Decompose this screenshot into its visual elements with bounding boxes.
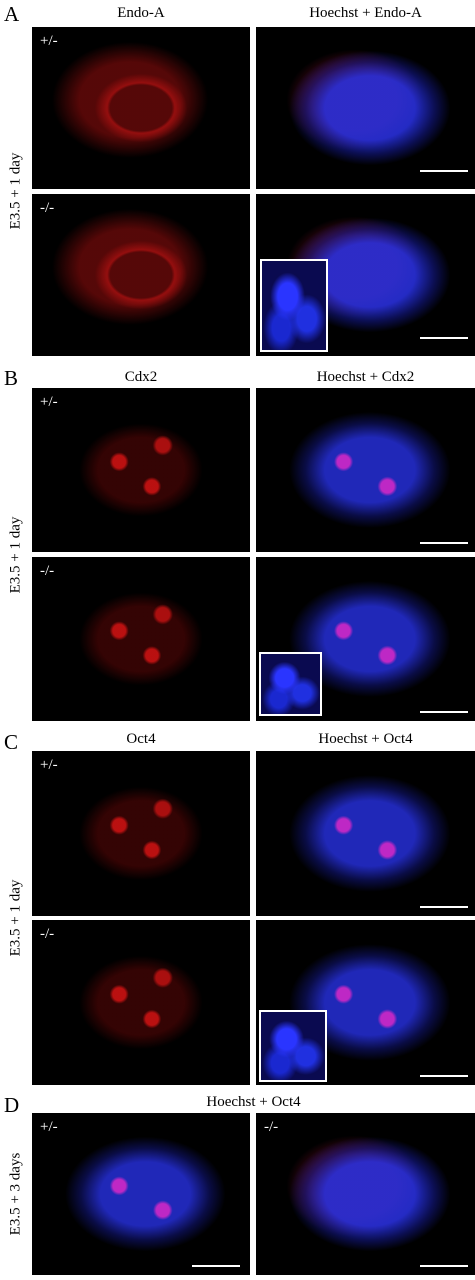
micrograph: -/-: [32, 557, 250, 721]
micrograph: +/-: [32, 27, 250, 189]
column-title: Hoechst + Endo-A: [309, 5, 422, 21]
micrograph: +/-: [32, 751, 250, 916]
scale-bar: [420, 906, 468, 908]
panel-letter: A: [4, 2, 20, 26]
column-title: Hoechst + Oct4: [318, 731, 413, 747]
panel-title: Hoechst + Oct4: [206, 1094, 301, 1110]
panel-letter: B: [4, 366, 19, 390]
scale-bar: [420, 542, 468, 544]
genotype-label: +/-: [40, 1119, 58, 1135]
column-title: Cdx2: [124, 369, 158, 385]
panel-letter: C: [4, 730, 19, 754]
genotype-label: -/-: [40, 200, 55, 216]
scale-bar: [420, 170, 468, 172]
micrograph: [256, 27, 475, 189]
column-title: Endo-A: [117, 5, 165, 21]
column-title: Hoechst + Cdx2: [316, 369, 415, 385]
side-label: E3.5 + 3 days: [7, 1152, 24, 1236]
panel-letter: D: [4, 1093, 20, 1117]
inset: [259, 1010, 327, 1082]
genotype-label: +/-: [40, 33, 58, 49]
side-label: E3.5 + 1 day: [7, 152, 24, 230]
scale-bar: [192, 1265, 240, 1267]
genotype-label: -/-: [40, 926, 55, 942]
genotype-label: +/-: [40, 757, 58, 773]
genotype-label: +/-: [40, 394, 58, 410]
micrograph: +/-: [32, 1113, 250, 1275]
side-label: E3.5 + 1 day: [7, 516, 24, 594]
scale-bar: [420, 1075, 468, 1077]
micrograph: -/-: [32, 920, 250, 1085]
scale-bar: [420, 337, 468, 339]
micrograph: [256, 751, 475, 916]
column-title: Oct4: [126, 731, 156, 747]
inset: [259, 652, 322, 716]
genotype-label: -/-: [40, 563, 55, 579]
side-label: E3.5 + 1 day: [7, 879, 24, 957]
micrograph: -/-: [32, 194, 250, 356]
inset: [260, 259, 328, 352]
micrograph: [256, 920, 475, 1085]
micrograph: [256, 388, 475, 552]
micrograph: [256, 194, 475, 356]
micrograph: +/-: [32, 388, 250, 552]
micrograph: -/-: [256, 1113, 475, 1275]
scale-bar: [420, 711, 468, 713]
scale-bar: [420, 1265, 468, 1267]
micrograph: [256, 557, 475, 721]
genotype-label: -/-: [264, 1119, 279, 1135]
